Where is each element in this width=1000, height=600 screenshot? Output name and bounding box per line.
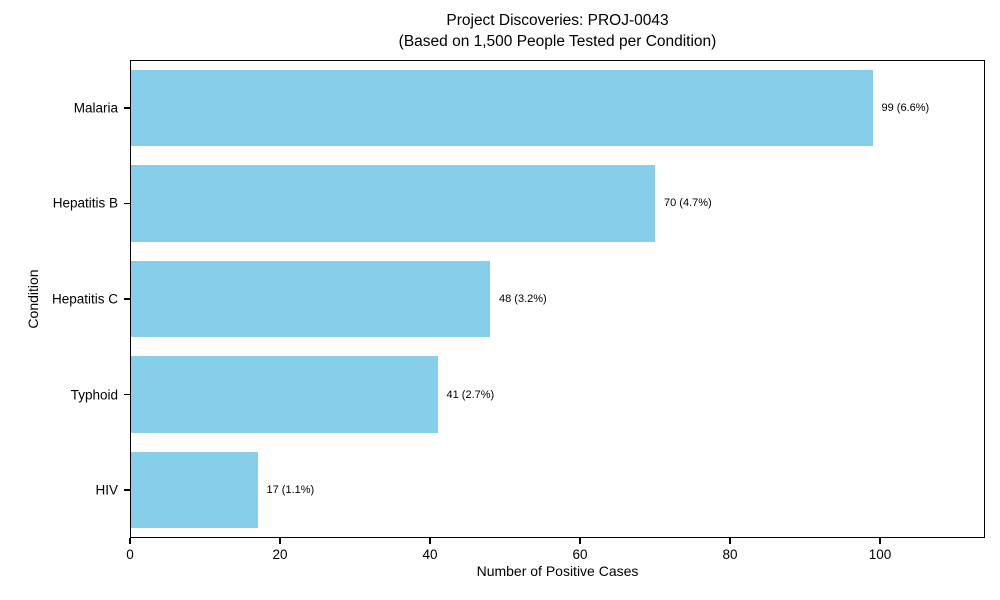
bar-value-label-malaria: 99 (6.6%) xyxy=(881,101,930,114)
bar-value-label-typhoid: 41 (2.7%) xyxy=(446,388,495,401)
bar-hiv xyxy=(130,451,258,529)
x-axis-title: Number of Positive Cases xyxy=(476,563,639,579)
y-tick-mark-typhoid xyxy=(124,393,130,396)
y-tick-label-malaria: Malaria xyxy=(73,100,118,116)
x-tick-mark-20 xyxy=(279,538,281,544)
bar-value-label-hiv: 17 (1.1%) xyxy=(266,484,315,497)
y-tick-label-typhoid: Typhoid xyxy=(70,387,118,403)
bar-malaria xyxy=(130,69,873,147)
y-tick-label-hepatitis-c: Hepatitis C xyxy=(51,291,118,307)
x-tick-label-40: 40 xyxy=(422,547,438,562)
bar-typhoid xyxy=(130,356,438,433)
x-tick-mark-0 xyxy=(129,538,131,544)
bar-hepatitis-b xyxy=(130,165,655,242)
chart-title-line1: Project Discoveries: PROJ-0043 xyxy=(446,12,669,29)
x-tick-label-80: 80 xyxy=(722,547,738,562)
chart-title-line2: (Based on 1,500 People Tested per Condit… xyxy=(398,33,717,50)
y-tick-label-hepatitis-b: Hepatitis B xyxy=(52,195,118,211)
x-tick-mark-100 xyxy=(879,538,881,544)
bar-value-label-hepatitis-b: 70 (4.7%) xyxy=(664,197,712,210)
chart-title: Project Discoveries: PROJ-0043 (Based on… xyxy=(130,10,985,52)
y-tick-mark-hiv xyxy=(124,489,130,491)
y-tick-mark-malaria xyxy=(124,107,130,109)
bar-value-label-hepatitis-c: 48 (3.2%) xyxy=(499,293,547,305)
x-tick-label-20: 20 xyxy=(272,547,288,562)
x-tick-label-100: 100 xyxy=(868,547,892,562)
x-tick-mark-80 xyxy=(729,538,731,544)
bar-hepatitis-c xyxy=(130,260,490,338)
y-tick-mark-hepatitis-c xyxy=(124,298,130,300)
x-tick-mark-40 xyxy=(429,538,431,544)
y-tick-mark-hepatitis-b xyxy=(124,202,130,205)
x-tick-mark-60 xyxy=(579,538,581,544)
x-tick-label-60: 60 xyxy=(572,547,588,562)
x-tick-label-0: 0 xyxy=(126,547,134,562)
y-tick-label-hiv: HIV xyxy=(95,482,118,498)
